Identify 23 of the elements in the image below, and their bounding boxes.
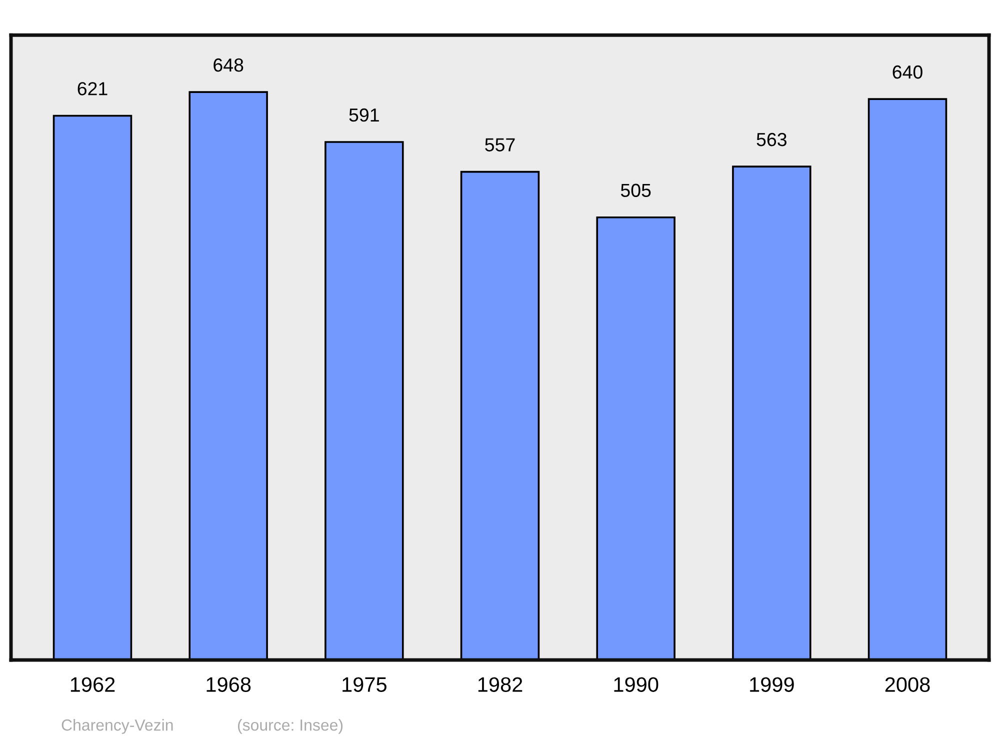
bar	[596, 216, 676, 660]
data-label: 648	[214, 58, 244, 72]
x-tick-label: 1962	[70, 677, 115, 692]
x-tick-label: 1999	[750, 677, 794, 692]
bar	[868, 98, 948, 660]
data-label: 557	[485, 138, 515, 152]
x-tick-label: 1990	[614, 677, 658, 692]
data-label: 563	[756, 132, 786, 146]
bar	[324, 141, 404, 660]
data-label: 591	[349, 108, 379, 122]
x-tick-label: 2008	[885, 677, 930, 692]
x-tick-label: 1982	[478, 677, 522, 692]
text: Charency-Vezin	[62, 718, 173, 734]
bar	[460, 170, 540, 660]
bar	[52, 114, 132, 660]
data-label: 621	[78, 82, 108, 96]
bar	[188, 91, 268, 660]
data-label: 640	[892, 65, 922, 79]
bar	[732, 166, 812, 660]
data-label: 505	[620, 184, 651, 198]
x-tick-label: 1975	[342, 677, 386, 692]
text: (source: Insee)	[238, 718, 343, 734]
x-tick-label: 1968	[206, 677, 251, 692]
